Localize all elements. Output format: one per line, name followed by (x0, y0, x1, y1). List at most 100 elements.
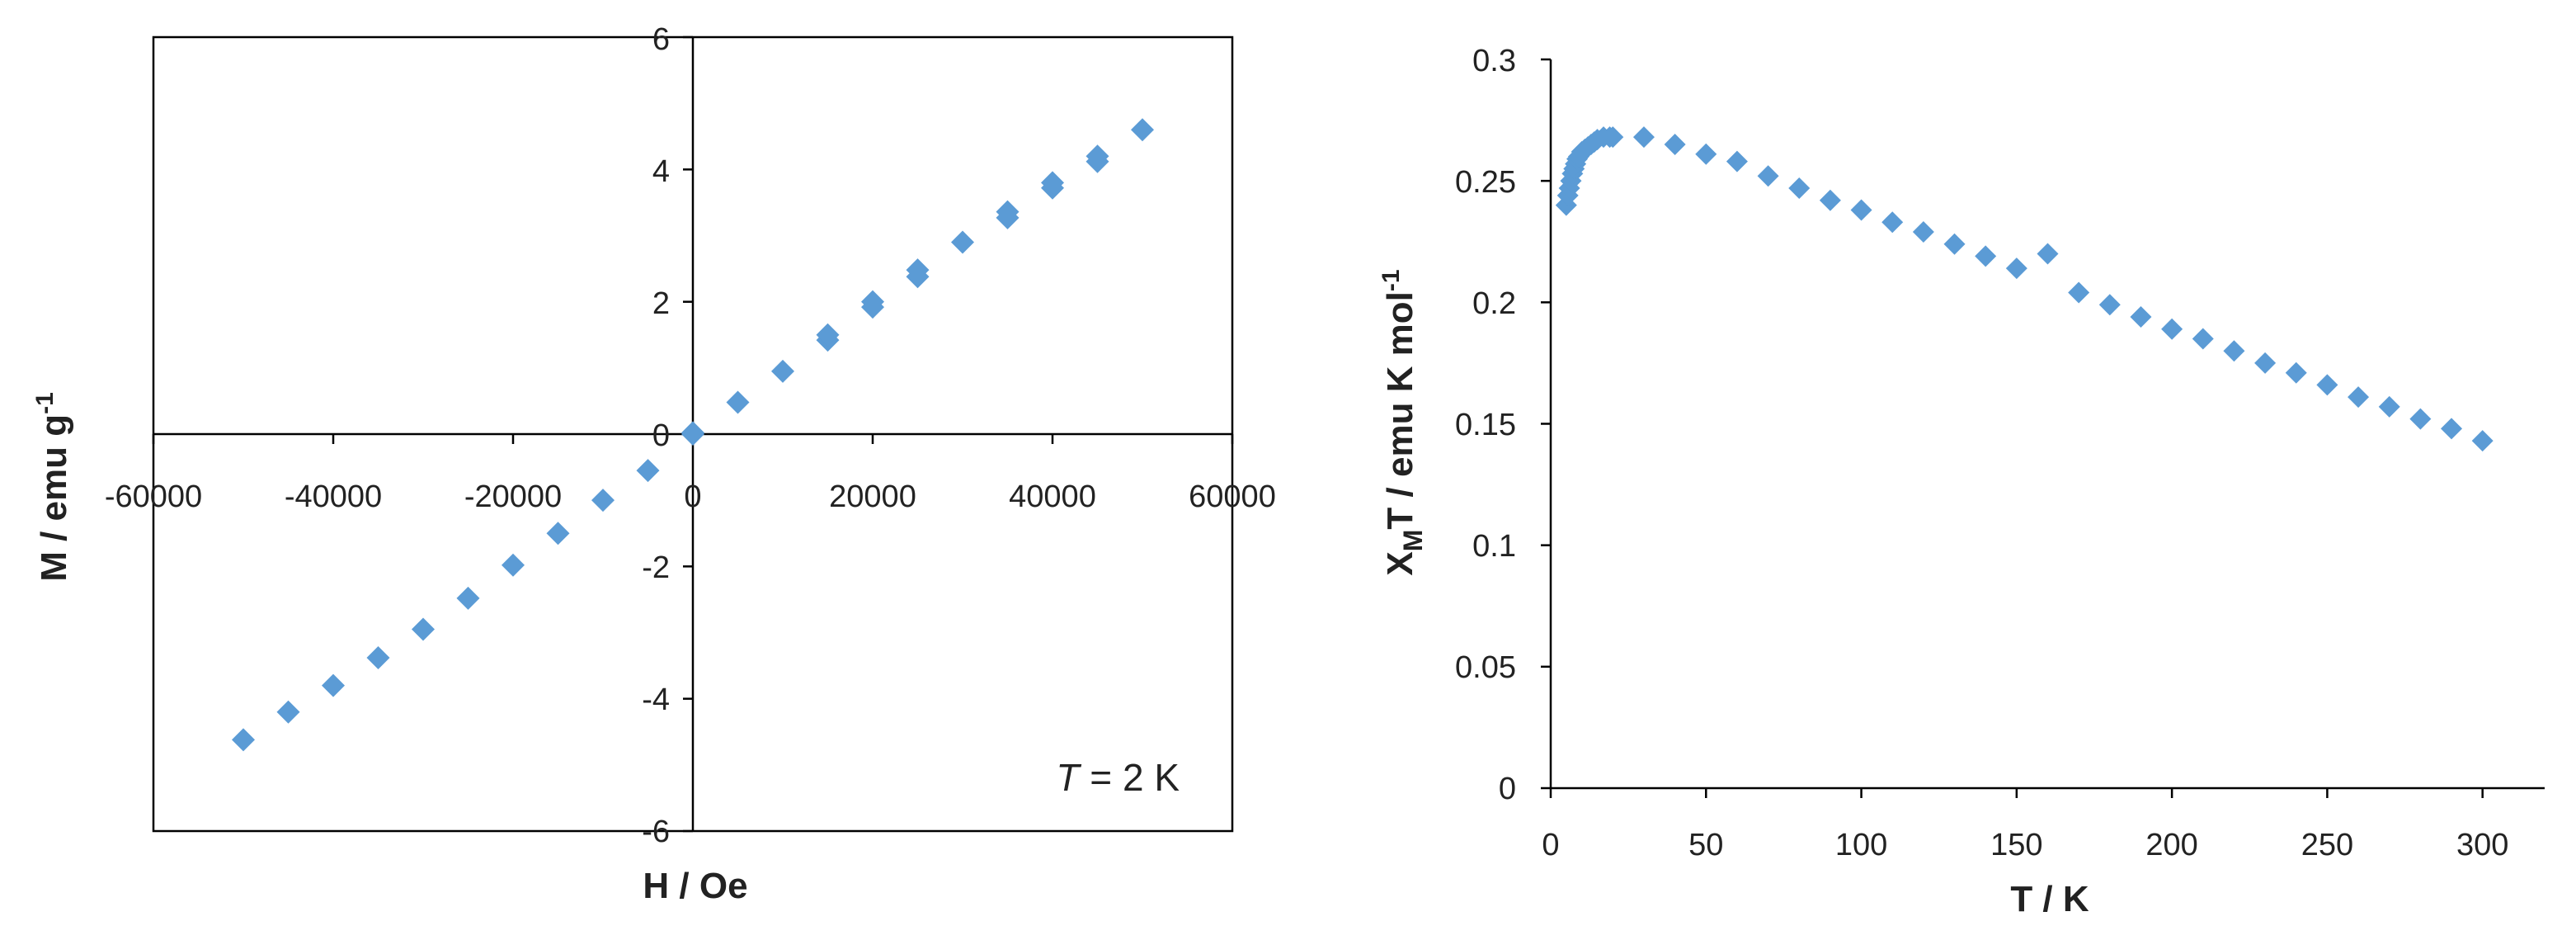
data-point (1819, 189, 1841, 211)
data-point (2409, 408, 2432, 430)
data-point (2316, 374, 2338, 396)
data-point (2471, 430, 2494, 452)
x-tick-marks (1549, 788, 2484, 798)
data-point (951, 230, 974, 254)
data-point (636, 459, 660, 483)
x-tick-label: -40000 (285, 479, 382, 514)
data-point (2037, 243, 2059, 265)
data-point (2098, 294, 2121, 316)
y-tick-label: 4 (652, 154, 670, 189)
y-tick-marks (1541, 58, 1551, 790)
data-point (2130, 305, 2152, 328)
y-axis-title-sub: M (1398, 530, 1428, 552)
x-tick-label: 20000 (829, 479, 916, 514)
data-point (2192, 328, 2214, 350)
data-point (1041, 171, 1064, 195)
x-tick-label: 250 (2301, 828, 2353, 862)
data-point (861, 290, 884, 314)
data-point (1664, 134, 1686, 156)
chart-magnetization: -60000 -40000 -20000 0 20000 40000 60000… (31, 22, 1276, 906)
x-tick-label: 300 (2456, 828, 2508, 862)
y-tick-label: 0.15 (1455, 408, 1516, 442)
data-point (1943, 233, 1966, 255)
temperature-annotation: T = 2 K (1056, 756, 1180, 799)
x-axis-title: H / Oe (643, 866, 747, 906)
x-tick-label: 60000 (1189, 479, 1276, 514)
data-point (412, 617, 435, 641)
annotation-value: = 2 K (1080, 756, 1180, 799)
data-point (1850, 199, 1872, 221)
data-point (771, 359, 794, 383)
data-point (1131, 118, 1154, 142)
y-tick-label: 0 (652, 418, 670, 453)
x-axis-title: T / K (2010, 879, 2089, 919)
y-tick-label: 0.05 (1455, 650, 1516, 685)
y-tick-label: 0.1 (1472, 529, 1516, 564)
x-tick-label: 0 (684, 479, 701, 514)
data-point (906, 258, 930, 282)
x-tick-label: 100 (1835, 828, 1887, 862)
data-point (1788, 177, 1811, 199)
y-tick-label: -6 (642, 815, 670, 849)
x-tick-label: 150 (1990, 828, 2042, 862)
x-tick-label: 0 (1542, 828, 1559, 862)
data-point (1726, 150, 1748, 172)
data-point (1881, 211, 1904, 234)
data-point (681, 421, 704, 445)
data-point (726, 390, 750, 414)
data-point (2378, 395, 2400, 418)
data-point (2348, 386, 2370, 409)
y-tick-label: 0.2 (1472, 286, 1516, 321)
y-axis-title-x: X (1380, 551, 1420, 575)
data-point (322, 673, 345, 697)
data-point (2254, 352, 2277, 374)
y-axis-title-main: M / emu g (34, 414, 74, 582)
data-point (2441, 418, 2463, 440)
y-axis-title-main: T / emu K mol (1380, 291, 1420, 529)
chart-susceptibility: 0 50 100 150 200 250 300 0 0.05 0.1 0.15… (1377, 44, 2545, 919)
data-point (276, 700, 300, 724)
y-axis-title: M / emu g-1 (31, 392, 74, 582)
data-point (591, 489, 615, 513)
data-point (232, 728, 255, 752)
y-tick-label: -4 (642, 683, 670, 717)
data-point (1695, 143, 1717, 165)
data-point (1085, 144, 1109, 168)
data-point (456, 586, 480, 610)
annotation-symbol: T (1056, 756, 1081, 799)
data-point (996, 200, 1020, 224)
data-point (546, 522, 570, 546)
data-point (1757, 165, 1779, 187)
y-axis-title-sup: -1 (31, 392, 59, 414)
data-point (1975, 245, 1997, 267)
x-tick-label: 200 (2145, 828, 2197, 862)
data-point (816, 323, 840, 347)
y-axis-title: XMT / emu K mol-1 (1377, 269, 1428, 575)
y-tick-label: -2 (642, 550, 670, 585)
x-tick-label: 50 (1688, 828, 1723, 862)
x-tick-label: -20000 (464, 479, 562, 514)
y-tick-label: 2 (652, 286, 670, 321)
data-point (1602, 126, 1624, 149)
x-tick-label: 40000 (1009, 479, 1096, 514)
series-markers (1555, 126, 2494, 452)
x-tick-label: -60000 (105, 479, 202, 514)
series-markers (232, 118, 1154, 752)
data-point (2005, 257, 2027, 280)
data-point (1632, 126, 1655, 149)
y-tick-label: 0.25 (1455, 165, 1516, 200)
y-tick-label: 0.3 (1472, 44, 1516, 78)
data-point (366, 645, 390, 669)
data-point (502, 553, 525, 577)
data-point (1912, 220, 1934, 243)
x-tick-marks (152, 434, 1234, 444)
y-tick-label: 0 (1499, 772, 1516, 806)
y-tick-label: 6 (652, 22, 670, 57)
data-point (2161, 318, 2183, 340)
data-point (2285, 361, 2307, 384)
data-point (2223, 340, 2245, 362)
data-point (2068, 281, 2090, 304)
y-axis-title-sup: -1 (1377, 269, 1405, 291)
